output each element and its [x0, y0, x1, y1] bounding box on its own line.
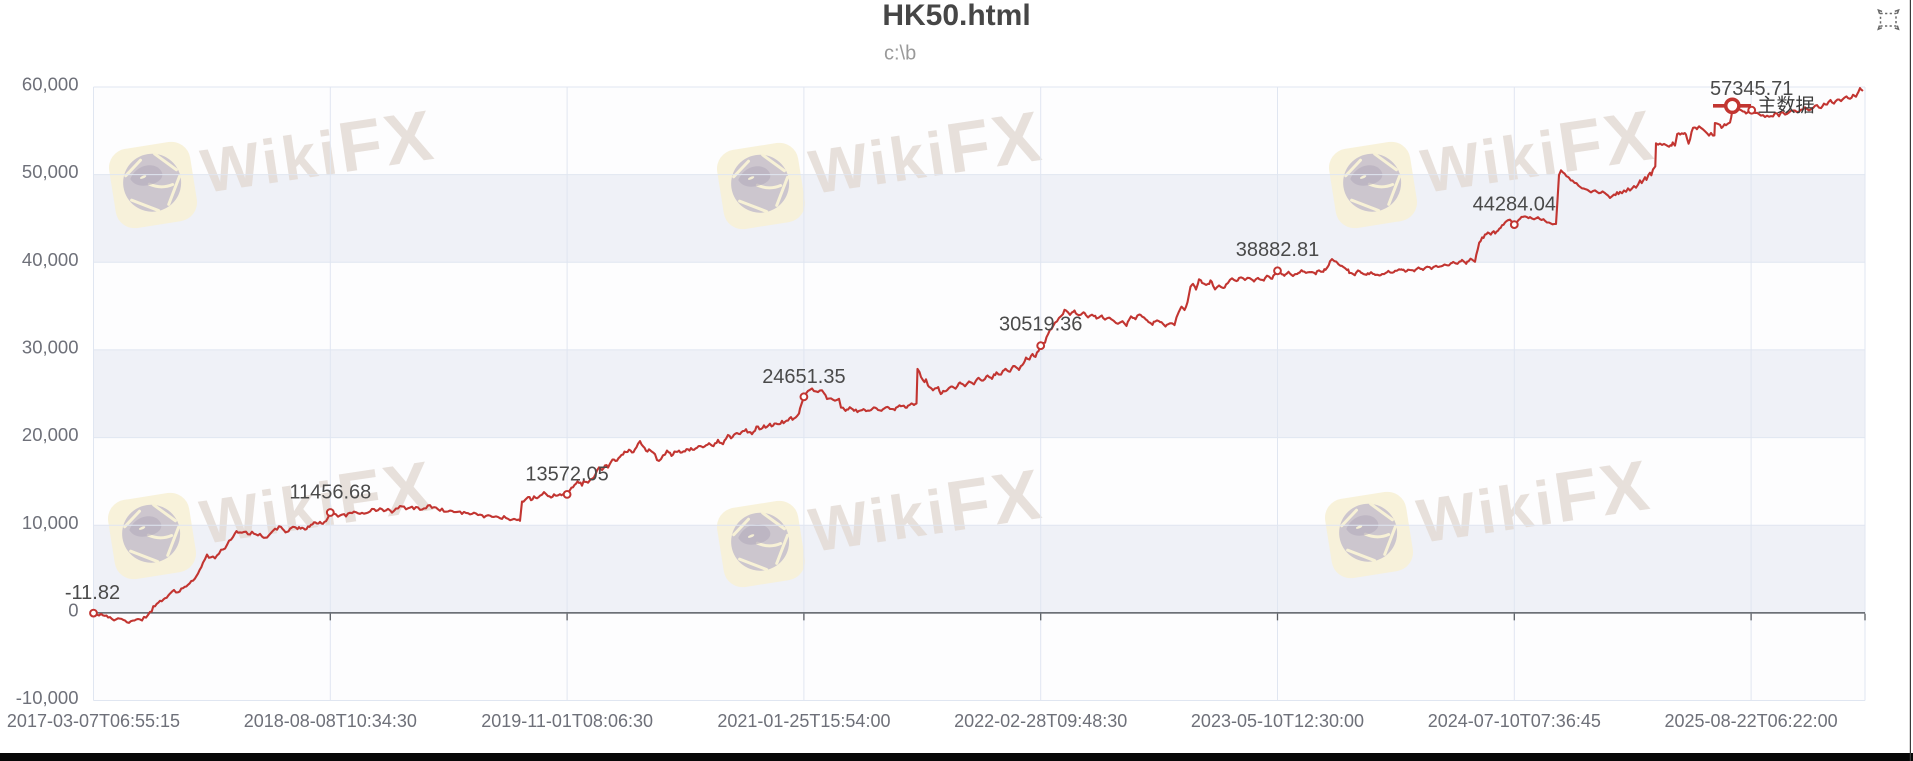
svg-text:20,000: 20,000	[22, 424, 79, 445]
svg-text:30519.36: 30519.36	[999, 314, 1082, 336]
svg-text:13572.05: 13572.05	[525, 463, 608, 485]
svg-text:44284.04: 44284.04	[1473, 194, 1556, 216]
svg-text:24651.35: 24651.35	[762, 366, 845, 388]
svg-text:57345.71: 57345.71	[1710, 78, 1793, 100]
svg-text:60,000: 60,000	[22, 74, 79, 95]
svg-text:-10,000: -10,000	[16, 687, 79, 708]
svg-text:2017-03-07T06:55:15: 2017-03-07T06:55:15	[7, 711, 180, 731]
svg-text:40,000: 40,000	[22, 249, 79, 270]
svg-text:50,000: 50,000	[22, 161, 79, 182]
svg-text:HK50.html: HK50.html	[882, 0, 1030, 32]
svg-text:主数据: 主数据	[1758, 95, 1815, 117]
svg-text:c:\b: c:\b	[884, 43, 916, 65]
svg-text:2022-02-28T09:48:30: 2022-02-28T09:48:30	[954, 711, 1127, 731]
svg-text:10,000: 10,000	[22, 512, 79, 533]
svg-text:11456.68: 11456.68	[289, 482, 371, 504]
svg-text:-11.82: -11.82	[65, 582, 120, 604]
svg-text:2019-11-01T08:06:30: 2019-11-01T08:06:30	[481, 711, 653, 731]
svg-text:30,000: 30,000	[22, 337, 79, 358]
svg-text:2024-07-10T07:36:45: 2024-07-10T07:36:45	[1428, 711, 1601, 731]
svg-text:2023-05-10T12:30:00: 2023-05-10T12:30:00	[1191, 711, 1364, 731]
svg-text:38882.81: 38882.81	[1236, 239, 1319, 261]
svg-text:0: 0	[68, 600, 78, 621]
svg-text:2018-08-08T10:34:30: 2018-08-08T10:34:30	[244, 711, 417, 731]
svg-text:2025-08-22T06:22:00: 2025-08-22T06:22:00	[1665, 711, 1838, 731]
svg-text:2021-01-25T15:54:00: 2021-01-25T15:54:00	[717, 711, 890, 731]
